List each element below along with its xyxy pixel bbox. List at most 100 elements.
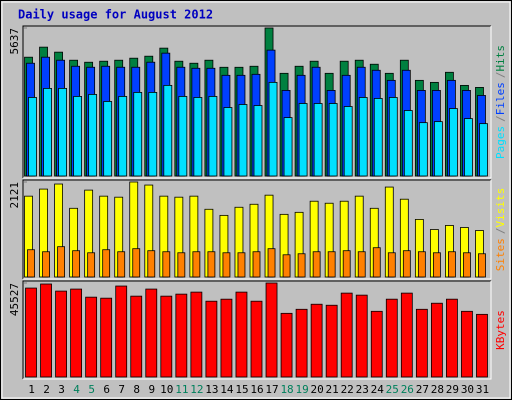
bar (252, 251, 261, 278)
bar (192, 251, 201, 278)
x-tick-label: 15 (235, 383, 248, 396)
x-tick-label: 29 (446, 383, 459, 396)
bar (461, 310, 473, 378)
x-tick-label: 9 (148, 383, 155, 396)
panel-border (22, 280, 491, 379)
bar (133, 92, 143, 177)
bar (250, 300, 263, 378)
x-tick-label: 24 (371, 383, 385, 396)
bar (100, 297, 113, 378)
bar (178, 96, 188, 177)
bar (373, 98, 383, 177)
bar (175, 293, 188, 378)
bar (72, 250, 81, 278)
x-tick-label: 14 (220, 383, 234, 396)
bar (238, 104, 248, 177)
legend-separator: / (494, 72, 507, 79)
x-tick-label: 3 (58, 383, 65, 396)
x-tick-label: 31 (476, 383, 489, 396)
bar (160, 295, 173, 378)
bar (102, 249, 111, 278)
x-tick-label: 22 (341, 383, 354, 396)
x-tick-label: 5 (88, 383, 95, 396)
legend-entry: Visits (494, 188, 507, 228)
legend-entry: Pages (494, 126, 507, 159)
y-tick-label: 5637 (8, 28, 21, 55)
chart-title: Daily usage for August 2012 (18, 8, 213, 22)
bar (449, 108, 458, 177)
bar (327, 251, 336, 278)
bar (267, 248, 276, 278)
bar (117, 251, 126, 278)
bar (402, 250, 411, 278)
panel-border (22, 25, 491, 178)
x-tick-label: 10 (160, 383, 173, 396)
bar (295, 308, 308, 378)
legend-entry: KBytes (494, 310, 507, 350)
bar (370, 310, 383, 378)
bar (283, 117, 293, 177)
bar (235, 291, 248, 378)
x-tick-label: 21 (326, 383, 339, 396)
bar (163, 84, 173, 177)
bar (220, 298, 233, 378)
bar (190, 291, 203, 378)
bar (298, 103, 308, 177)
x-tick-label: 26 (401, 383, 414, 396)
bar (88, 94, 98, 177)
bar (73, 96, 83, 177)
bar (222, 252, 231, 278)
bar (448, 251, 456, 278)
bar (25, 287, 37, 378)
bar (43, 88, 52, 177)
bar (328, 103, 338, 177)
x-tick-label: 6 (103, 383, 110, 396)
bar (355, 294, 368, 378)
x-tick-label: 18 (280, 383, 293, 396)
bar (313, 103, 323, 177)
bar (400, 292, 413, 378)
bar (446, 298, 458, 378)
x-tick-label: 13 (205, 383, 218, 396)
bar (310, 303, 323, 378)
bar (85, 296, 98, 378)
bar (372, 247, 381, 278)
bar (55, 290, 67, 378)
x-tick-label: 11 (175, 383, 188, 396)
legend: Pages/Files/Hits (494, 45, 507, 159)
bar (42, 251, 50, 278)
bar (387, 252, 396, 278)
bar (280, 312, 293, 378)
bar (342, 250, 351, 278)
bar (223, 107, 233, 177)
bar (388, 97, 398, 177)
x-tick-label: 8 (133, 383, 140, 396)
bar (28, 97, 37, 177)
x-tick-label: 28 (431, 383, 444, 396)
bar (340, 292, 353, 378)
legend-separator: / (494, 115, 507, 122)
bar (237, 252, 246, 278)
bar (268, 81, 278, 177)
bar (432, 252, 441, 278)
legend: Sites /Visits (494, 188, 507, 272)
bar (417, 251, 426, 278)
bar (208, 96, 218, 177)
x-tick-label: 23 (356, 383, 369, 396)
bar (297, 253, 306, 278)
x-tick-label: 17 (265, 383, 278, 396)
bar (147, 250, 156, 278)
legend: KBytes (494, 310, 507, 350)
bar (57, 246, 65, 278)
bar (148, 92, 158, 177)
bar (430, 302, 443, 378)
bar (103, 101, 113, 177)
legend-entry: Files (494, 82, 507, 115)
y-tick-label: 45527 (8, 283, 21, 316)
x-tick-label: 7 (118, 383, 125, 396)
bar (357, 251, 366, 278)
x-tick-label: 25 (386, 383, 399, 396)
x-tick-label: 27 (416, 383, 429, 396)
